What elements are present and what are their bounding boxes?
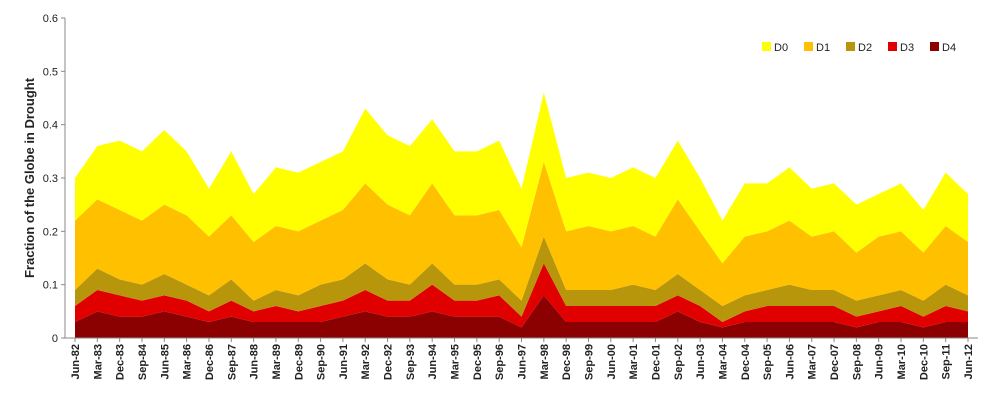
x-tick-label: Mar-07 bbox=[807, 344, 819, 379]
area-d2 bbox=[75, 236, 968, 322]
x-tick-label: Jun-91 bbox=[338, 344, 350, 379]
x-tick-label: Dec-92 bbox=[383, 344, 395, 380]
legend-label: D0 bbox=[774, 42, 788, 54]
legend-swatch bbox=[762, 42, 771, 51]
x-tick-label: Mar-04 bbox=[717, 343, 729, 379]
x-tick-label: Mar-10 bbox=[896, 344, 908, 379]
x-tick-label: Dec-07 bbox=[829, 344, 841, 380]
x-tick-label: Dec-04 bbox=[740, 343, 752, 380]
x-tick-label: Sep-08 bbox=[851, 344, 863, 380]
y-tick-label: 0.1 bbox=[43, 280, 58, 292]
y-tick-label: 0.5 bbox=[43, 66, 58, 78]
y-tick-label: 0 bbox=[52, 333, 58, 345]
x-tick-label: Jun-06 bbox=[784, 344, 796, 379]
y-tick-label: 0.6 bbox=[43, 13, 58, 25]
x-tick-label: Mar-92 bbox=[360, 344, 372, 379]
x-tick-label: Sep-11 bbox=[941, 344, 953, 379]
x-tick-label: Jun-94 bbox=[427, 343, 439, 379]
x-tick-label: Jun-03 bbox=[695, 344, 707, 379]
x-tick-label: Jun-82 bbox=[70, 344, 82, 379]
legend-label: D4 bbox=[942, 42, 956, 54]
x-tick-label: Mar-95 bbox=[450, 344, 462, 379]
x-tick-label: Jun-88 bbox=[249, 344, 261, 379]
x-tick-label: Mar-89 bbox=[271, 344, 283, 379]
x-tick-label: Jun-97 bbox=[517, 344, 529, 379]
x-tick-label: Dec-98 bbox=[561, 344, 573, 380]
x-tick-label: Dec-95 bbox=[472, 344, 484, 380]
x-tick-label: Sep-93 bbox=[405, 344, 417, 380]
x-tick-label: Dec-10 bbox=[918, 344, 930, 380]
legend-label: D1 bbox=[816, 42, 830, 54]
x-tick-label: Mar-86 bbox=[182, 344, 194, 379]
area-d1 bbox=[75, 162, 968, 306]
x-tick-label: Dec-83 bbox=[115, 344, 127, 380]
area-d4 bbox=[75, 295, 968, 338]
x-tick-label: Sep-99 bbox=[583, 344, 595, 380]
x-tick-label: Mar-83 bbox=[92, 344, 104, 379]
legend-swatch bbox=[930, 42, 939, 51]
x-tick-label: Sep-96 bbox=[494, 344, 506, 380]
legend-swatch bbox=[846, 42, 855, 51]
x-tick-label: Dec-01 bbox=[650, 344, 662, 380]
x-tick-label: Mar-01 bbox=[628, 344, 640, 379]
legend-label: D3 bbox=[900, 42, 914, 54]
x-tick-label: Sep-02 bbox=[673, 344, 685, 380]
legend-label: D2 bbox=[858, 42, 872, 54]
legend: D0 D1 D2 D3 D4 bbox=[762, 42, 956, 54]
x-tick-label: Dec-86 bbox=[204, 344, 216, 380]
x-tick-label: Sep-84 bbox=[137, 343, 149, 380]
x-tick-label: Sep-05 bbox=[762, 344, 774, 380]
x-tick-label: Mar-98 bbox=[539, 344, 551, 379]
y-tick-label: 0.4 bbox=[43, 120, 58, 132]
y-tick-label: 0.2 bbox=[43, 226, 58, 238]
legend-swatch bbox=[888, 42, 897, 51]
y-axis-label: Fraction of the Globe in Drought bbox=[22, 77, 37, 278]
x-tick-label: Jun-00 bbox=[606, 344, 618, 379]
x-tick-label: Jun-12 bbox=[963, 344, 975, 379]
x-tick-label: Sep-90 bbox=[316, 344, 328, 380]
x-tick-label: Jun-09 bbox=[874, 344, 886, 379]
legend-swatch bbox=[804, 42, 813, 51]
x-tick-label: Sep-87 bbox=[226, 344, 238, 380]
x-tick-label: Jun-85 bbox=[159, 344, 171, 379]
area-d0 bbox=[75, 92, 968, 264]
x-tick-label: Dec-89 bbox=[293, 344, 305, 380]
y-tick-label: 0.3 bbox=[43, 173, 58, 185]
